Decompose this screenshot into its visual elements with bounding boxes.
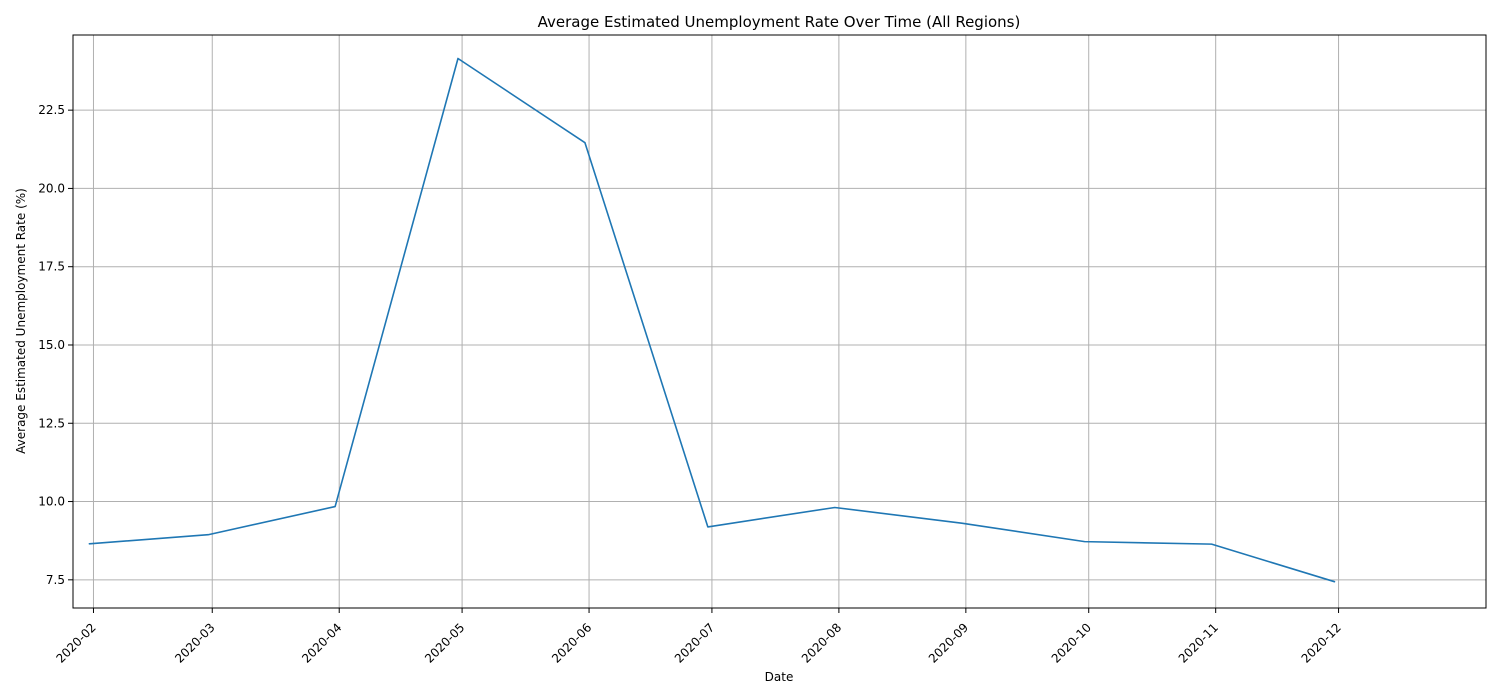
- series-layer: [88, 57, 1336, 583]
- y-tick-label: 15.0: [38, 338, 65, 352]
- y-tick-label: 22.5: [38, 103, 65, 117]
- y-tick-label: 12.5: [38, 416, 65, 430]
- y-tick-label: 7.5: [46, 573, 65, 587]
- x-axis-label: Date: [765, 670, 794, 684]
- y-tick-label: 20.0: [38, 181, 65, 195]
- y-axis-label: Average Estimated Unemployment Rate (%): [14, 188, 28, 454]
- chart-title: Average Estimated Unemployment Rate Over…: [538, 13, 1021, 31]
- series-line: [88, 57, 1336, 583]
- y-tick-label: 17.5: [38, 260, 65, 274]
- grid-layer: [73, 35, 1486, 608]
- plot-frame: [72, 34, 1487, 609]
- y-tick-label: 10.0: [38, 495, 65, 509]
